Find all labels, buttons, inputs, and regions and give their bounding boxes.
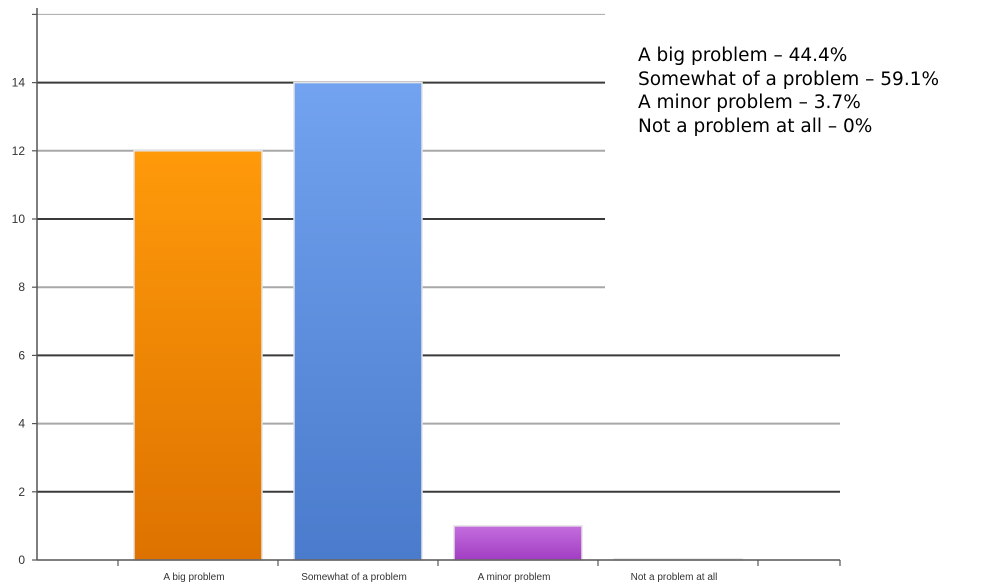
annotation-line: Somewhat of a problem – 59.1% bbox=[638, 68, 940, 90]
bar bbox=[293, 81, 423, 561]
y-tick-label: 6 bbox=[18, 348, 25, 362]
bar bbox=[453, 525, 583, 561]
annotation-line: A big problem – 44.4% bbox=[638, 45, 848, 66]
y-tick-label: 0 bbox=[18, 553, 25, 567]
x-tick-label: A big problem bbox=[163, 572, 224, 583]
bar bbox=[133, 150, 263, 561]
y-tick-label: 4 bbox=[18, 417, 25, 431]
percentage-annotation: A big problem – 44.4% Somewhat of a prob… bbox=[638, 44, 939, 138]
y-tick-label: 2 bbox=[18, 485, 25, 499]
x-tick-label: Not a problem at all bbox=[631, 572, 718, 583]
y-tick-label: 10 bbox=[12, 212, 26, 226]
y-tick-label: 12 bbox=[12, 144, 26, 158]
y-tick-label: 8 bbox=[18, 280, 25, 294]
x-tick-label: Somewhat of a problem bbox=[301, 572, 407, 583]
annotation-line: Not a problem at all – 0% bbox=[638, 115, 873, 137]
y-tick-label: 14 bbox=[12, 76, 26, 90]
annotation-line: A minor problem – 3.7% bbox=[638, 92, 861, 113]
tick-labels: 0 2 4 6 8 10 12 14 A big problem Somewhat of a pr… bbox=[12, 76, 718, 583]
axes bbox=[32, 8, 841, 566]
x-tick-label: A minor problem bbox=[478, 572, 551, 583]
bars bbox=[133, 81, 743, 561]
